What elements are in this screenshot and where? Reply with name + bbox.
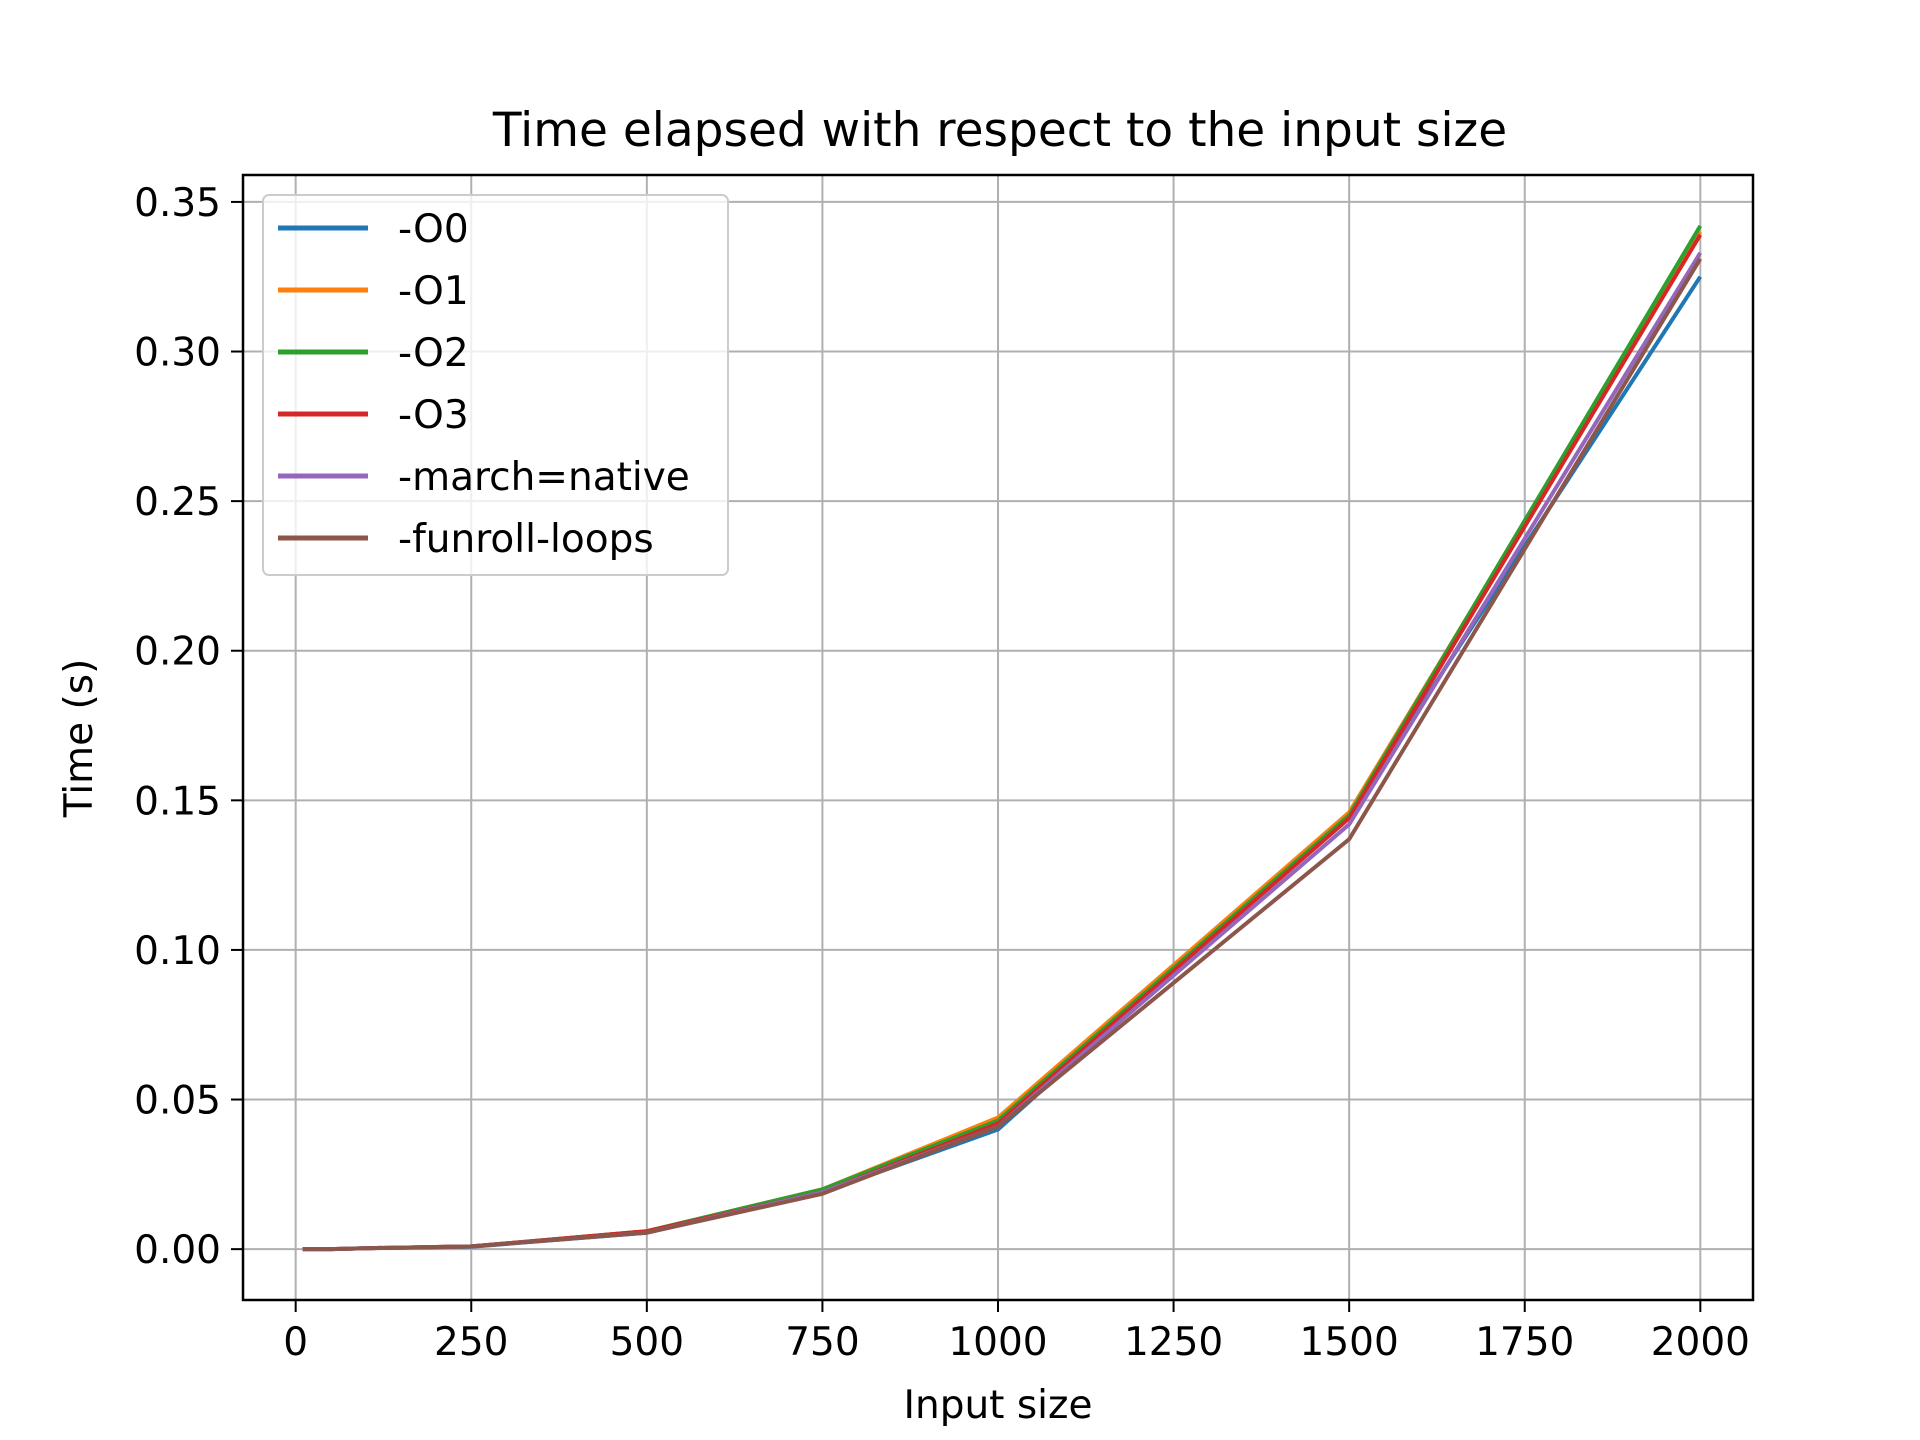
y-tick-label: 0.10 [134, 929, 221, 974]
x-axis-ticks: 0 250 500 750 1000 1250 1500 1750 2000 [283, 1300, 1750, 1365]
y-axis-title: Time (s) [57, 659, 102, 819]
legend-label: -march=native [398, 455, 690, 500]
x-axis-title: Input size [903, 1383, 1092, 1428]
y-tick-label: 0.20 [134, 630, 221, 675]
legend-label: -O3 [398, 393, 469, 438]
x-tick-label: 250 [434, 1320, 508, 1365]
series-lines [302, 224, 1703, 1252]
legend-box [262, 194, 729, 576]
legend-label: -O2 [398, 331, 469, 376]
legend-label: -O1 [398, 269, 469, 314]
y-tick-label: 0.00 [134, 1228, 221, 1273]
legend-label: -O0 [398, 207, 469, 252]
series-line-funroll-loops [302, 257, 1703, 1252]
x-tick-label: 0 [283, 1320, 308, 1365]
legend-label: -funroll-loops [398, 517, 654, 562]
x-tick-label: 500 [610, 1320, 684, 1365]
x-tick-label: 1000 [948, 1320, 1047, 1365]
y-tick-label: 0.25 [134, 480, 221, 525]
y-tick-label: 0.15 [134, 779, 221, 824]
chart-title: Time elapsed with respect to the input s… [492, 103, 1507, 158]
x-tick-label: 1750 [1475, 1320, 1574, 1365]
x-tick-label: 1250 [1124, 1320, 1223, 1365]
y-tick-label: 0.35 [134, 181, 221, 226]
y-axis-ticks: 0.00 0.05 0.10 0.15 0.20 0.25 0.30 0.35 [134, 181, 243, 1273]
legend: -O0 -O1 -O2 -O3 -march=native -funroll-loops [262, 194, 729, 576]
y-tick-label: 0.30 [134, 331, 221, 376]
y-tick-label: 0.05 [134, 1079, 221, 1124]
x-tick-label: 2000 [1651, 1320, 1750, 1365]
x-tick-label: 1500 [1300, 1320, 1399, 1365]
x-tick-label: 750 [785, 1320, 859, 1365]
